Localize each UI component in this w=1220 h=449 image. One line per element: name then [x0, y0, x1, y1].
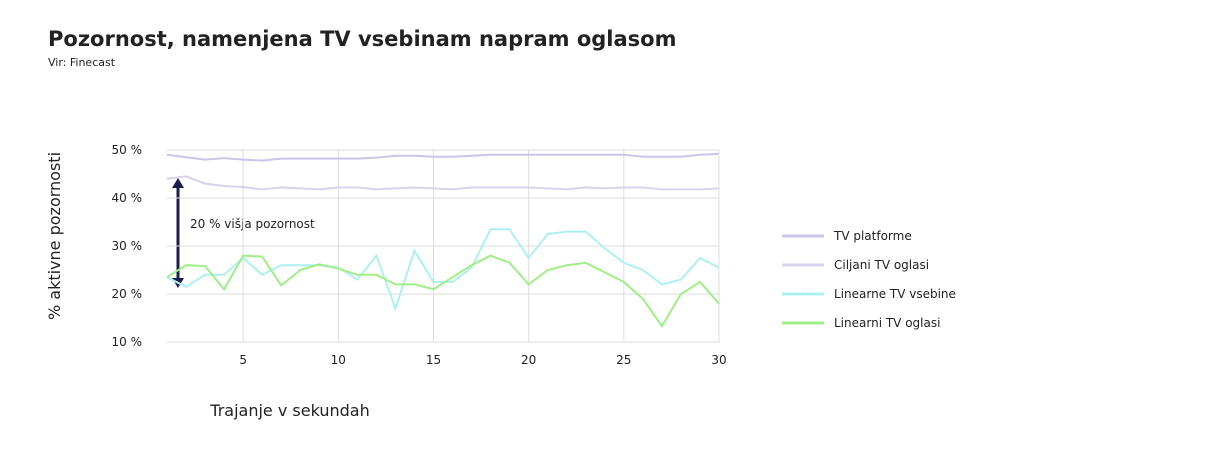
x-axis-label: Trajanje v sekundah	[209, 401, 369, 420]
series-line	[166, 175, 720, 191]
legend-label: Linearne TV vsebine	[834, 287, 956, 301]
y-tick-label: 20 %	[112, 287, 143, 301]
y-tick-label: 50 %	[112, 143, 143, 157]
x-tick-label: 15	[426, 353, 441, 367]
y-tick-label: 40 %	[112, 191, 143, 205]
x-tick-label: 30	[711, 353, 726, 367]
legend-label: Linearni TV oglasi	[834, 316, 940, 330]
chart-subtitle: Vir: Finecast	[48, 56, 116, 69]
y-axis-label: % aktivne pozornosti	[45, 152, 64, 320]
chart-title: Pozornost, namenjena TV vsebinam napram …	[48, 27, 676, 51]
x-tick-label: 25	[616, 353, 631, 367]
series-line	[166, 152, 720, 162]
x-tick-label: 10	[331, 353, 346, 367]
grid	[167, 149, 720, 343]
y-tick-label: 10 %	[112, 335, 143, 349]
annotation: 20 % višja pozornost	[190, 217, 315, 231]
legend-label: TV platforme	[833, 229, 912, 243]
y-tick-label: 30 %	[112, 239, 143, 253]
series-line	[166, 254, 720, 329]
legend-label: Ciljani TV oglasi	[834, 258, 929, 272]
annotation-arrow	[172, 178, 184, 288]
series-line	[166, 228, 720, 312]
x-tick-label: 5	[239, 353, 247, 367]
x-tick-label: 20	[521, 353, 536, 367]
